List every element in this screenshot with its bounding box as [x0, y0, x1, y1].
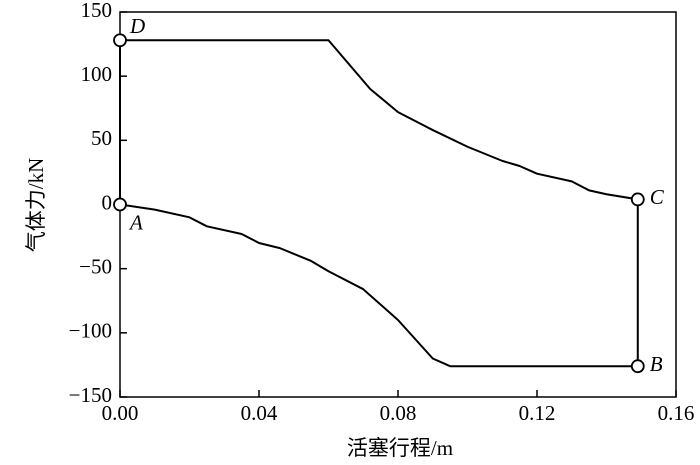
x-tick-label: 0.04: [241, 401, 278, 425]
y-tick-label: −150: [69, 383, 112, 407]
point-label: A: [128, 210, 143, 234]
point-marker: [630, 359, 645, 374]
point-marker: [113, 197, 127, 212]
plot-frame: [119, 11, 677, 398]
point-marker: [113, 33, 127, 48]
y-tick-label: −100: [69, 319, 112, 343]
x-tick-label: 0.08: [380, 401, 417, 425]
x-tick-label: 0.12: [519, 401, 556, 425]
point-marker: [630, 192, 645, 207]
point-label: D: [129, 14, 145, 38]
y-tick-label: 0: [102, 190, 113, 214]
y-tick-label: 100: [81, 62, 113, 86]
x-tick-label: 0.00: [102, 401, 139, 425]
data-line: [119, 39, 639, 368]
x-tick-label: 0.16: [658, 401, 695, 425]
y-tick-label: −50: [79, 254, 112, 278]
y-tick-label: 150: [81, 0, 113, 22]
x-axis-label: 活塞行程/m: [347, 436, 453, 460]
point-label: C: [650, 185, 665, 209]
y-axis-label: 气体力/kN: [24, 158, 48, 253]
y-tick-label: 50: [91, 126, 112, 150]
point-label: B: [650, 352, 663, 376]
